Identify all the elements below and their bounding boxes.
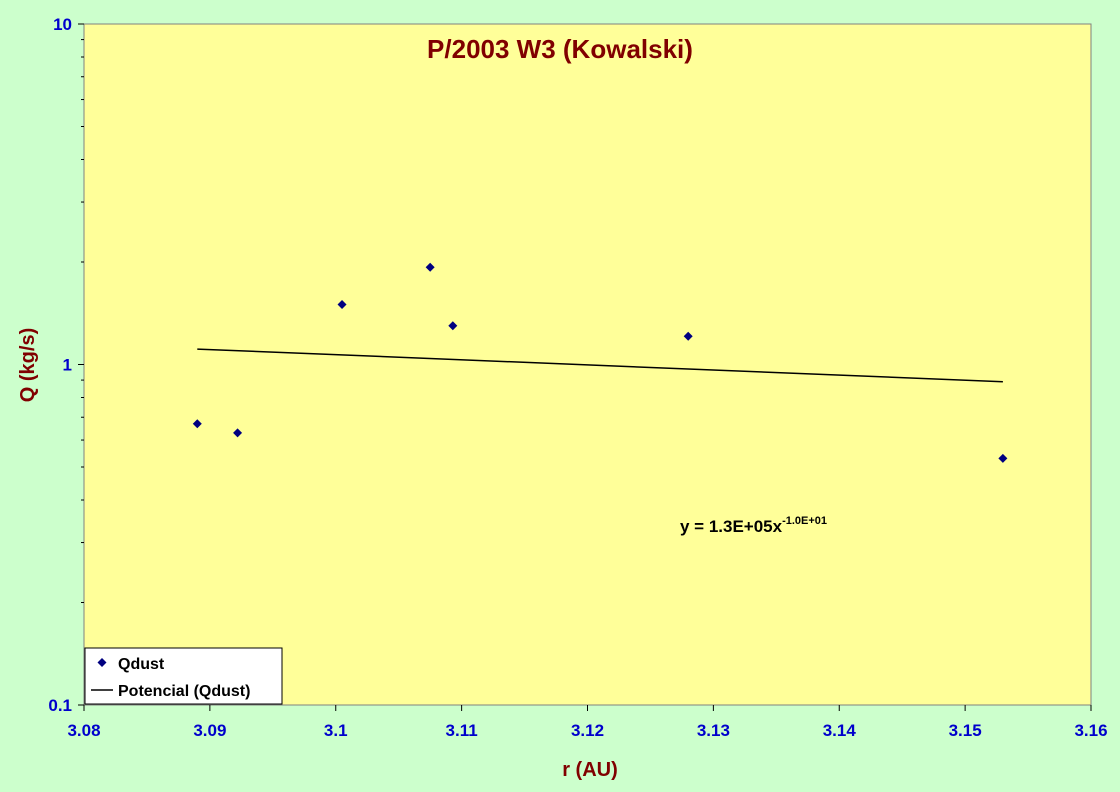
chart-title: P/2003 W3 (Kowalski) — [427, 34, 693, 64]
legend-label-qdust: Qdust — [118, 656, 165, 673]
data-point — [448, 321, 458, 331]
x-tick-label: 3.15 — [949, 721, 982, 740]
data-point — [683, 331, 693, 341]
y-axis: 0.1 1 10 — [48, 15, 84, 715]
legend: Qdust Potencial (Qdust) — [84, 647, 283, 705]
x-axis-title: r (AU) — [562, 759, 618, 781]
x-axis: 3.08 3.09 3.1 3.11 3.12 3.13 3.14 3.15 3.16 — [67, 705, 1108, 740]
data-point — [998, 453, 1008, 463]
trendline — [197, 348, 1003, 383]
x-tick-label: 3.16 — [1074, 721, 1107, 740]
y-tick-label: 10 — [53, 15, 72, 34]
data-point — [337, 300, 347, 310]
data-point — [192, 419, 202, 429]
x-tick-label: 3.11 — [446, 721, 478, 740]
legend-box — [84, 647, 283, 705]
trendline-equation-exponent: -1.0E+01 — [782, 515, 827, 527]
legend-marker-qdust — [97, 658, 107, 667]
chart-marks — [192, 262, 1008, 463]
data-point — [233, 428, 243, 438]
x-tick-label: 3.14 — [823, 721, 857, 740]
x-tick-label: 3.12 — [571, 721, 604, 740]
trendline-equation-base: y = 1.3E+05x — [680, 517, 783, 536]
x-tick-label: 3.09 — [193, 721, 226, 740]
y-axis-title: Q (kg/s) — [17, 328, 39, 402]
x-tick-label: 3.08 — [67, 721, 100, 740]
x-tick-label: 3.13 — [697, 721, 730, 740]
data-point — [425, 262, 435, 272]
legend-label-potencial: Potencial (Qdust) — [118, 683, 250, 700]
y-tick-label: 1 — [63, 356, 72, 375]
trendline-equation: y = 1.3E+05x-1.0E+01 — [680, 515, 827, 536]
x-tick-label: 3.1 — [324, 721, 348, 740]
y-tick-label: 0.1 — [48, 696, 72, 715]
